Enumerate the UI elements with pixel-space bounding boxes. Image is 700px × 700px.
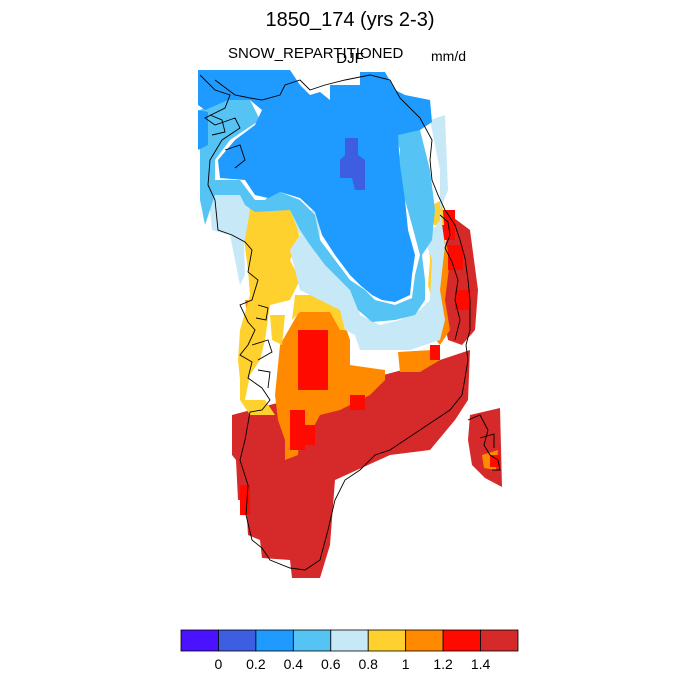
colorbar-swatch <box>367 629 407 652</box>
field-bright-red <box>240 210 500 515</box>
colorbar-tick-label: 0.8 <box>358 656 378 672</box>
colorbar <box>180 629 519 652</box>
colorbar-tick-label: 1 <box>401 656 410 672</box>
variable-name: SNOW_REPARTITIONED <box>228 45 404 62</box>
coastline <box>199 74 501 571</box>
colorbar-swatch <box>405 629 444 652</box>
colorbar-swatch <box>218 629 257 652</box>
colorbar-tick-label: 0.4 <box>283 656 304 672</box>
colorbar-tick-label: 0 <box>214 656 223 672</box>
field-blue <box>198 70 432 302</box>
colorbar-tick-label: 1.4 <box>470 656 491 672</box>
colorbar-tick-label: 0.2 <box>246 656 266 672</box>
colorbar-swatch <box>292 629 332 652</box>
colorbar-tick-label: 0.6 <box>321 656 341 672</box>
map-title: 1850_174 (yrs 2-3) <box>265 9 435 31</box>
field-light-blue <box>208 115 448 350</box>
season-label: DJF <box>336 50 364 67</box>
colorbar-swatch <box>180 629 219 652</box>
colorbar-swatch <box>330 629 369 652</box>
units-label: mm/d <box>431 48 466 64</box>
colorbar-tick-label: 1.2 <box>433 656 453 672</box>
field-dark-blue <box>340 138 365 190</box>
colorbar-swatch <box>442 629 481 652</box>
colorbar-swatch <box>480 629 519 652</box>
colorbar-swatch <box>255 629 294 652</box>
